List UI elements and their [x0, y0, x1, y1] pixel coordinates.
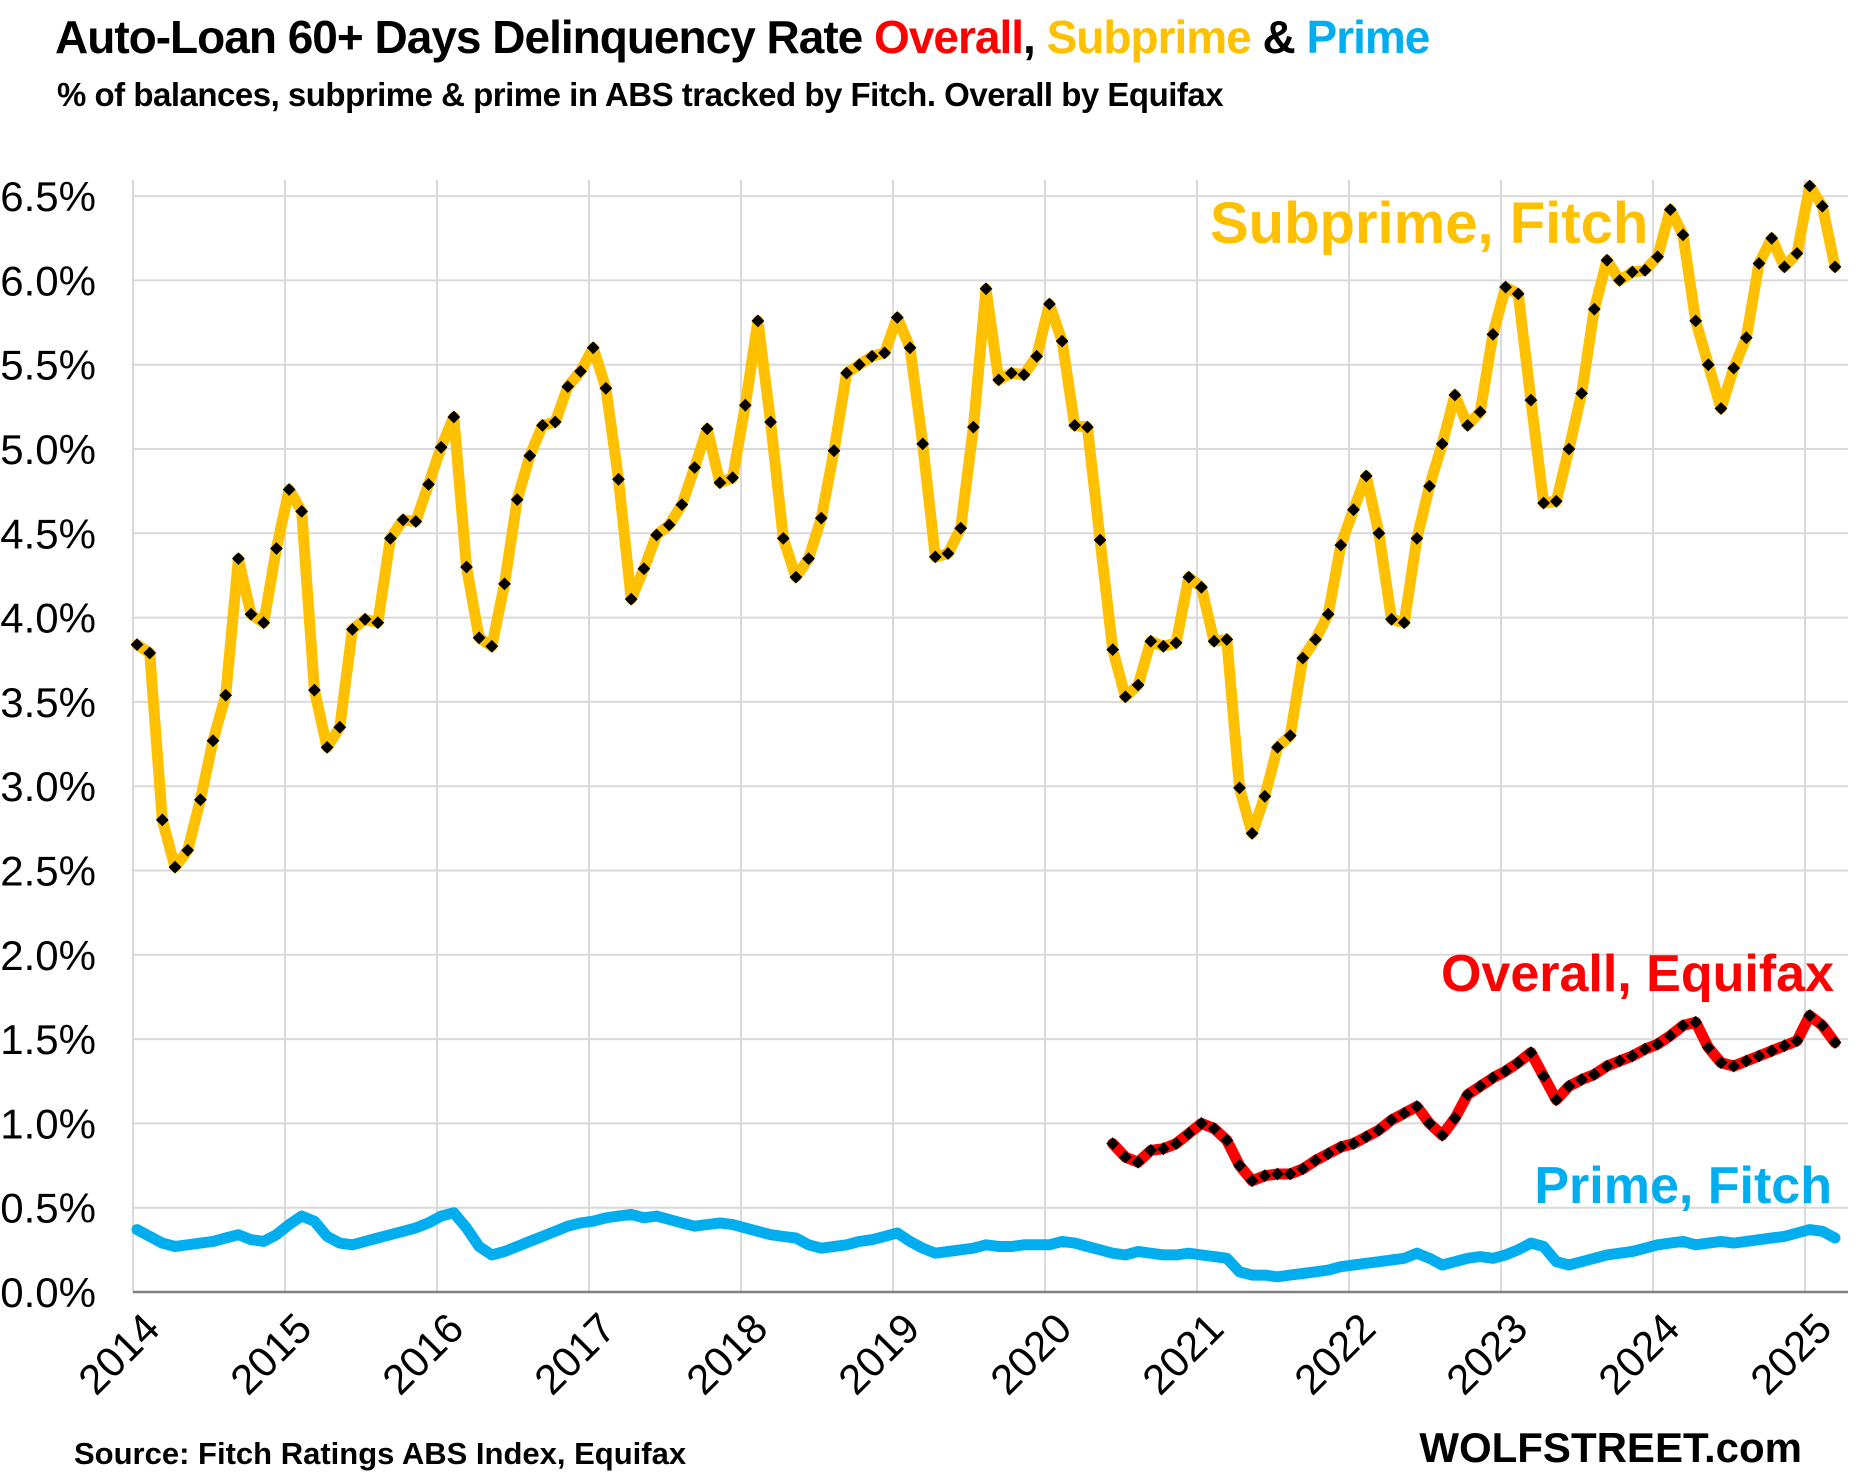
y-axis-tick-label: 5.0% — [0, 426, 96, 473]
y-axis-tick-label: 5.5% — [0, 342, 96, 389]
x-axis-tick-label: 2023 — [1437, 1304, 1536, 1403]
y-axis-tick-label: 6.5% — [0, 173, 96, 220]
x-axis-tick-label: 2020 — [981, 1304, 1080, 1403]
x-axis-tick-label: 2021 — [1133, 1304, 1232, 1403]
page-title: Auto-Loan 60+ Days Delinquency Rate Over… — [55, 10, 1431, 64]
wolfstreet-logo-text: WOLFSTREET.com — [1419, 1424, 1802, 1471]
title-prefix: Auto-Loan 60+ Days Delinquency Rate — [55, 11, 875, 63]
overall-series-label: Overall, Equifax — [1440, 945, 1834, 1003]
title-ampersand: & — [1250, 11, 1307, 63]
y-axis-tick-label: 4.0% — [0, 595, 96, 642]
y-axis-tick-label: 3.5% — [0, 679, 96, 726]
x-axis-tick-label: 2015 — [221, 1304, 320, 1403]
y-axis-tick-label: 1.0% — [0, 1100, 96, 1147]
x-axis-tick-label: 2017 — [525, 1304, 624, 1403]
y-axis-tick-label: 3.0% — [0, 763, 96, 810]
y-axis-tick-label: 4.5% — [0, 510, 96, 557]
y-axis-tick-label: 0.5% — [0, 1185, 96, 1232]
x-axis-tick-label: 2014 — [69, 1304, 168, 1403]
x-axis-tick-label: 2025 — [1741, 1304, 1840, 1403]
title-prime: Prime — [1306, 11, 1431, 63]
x-axis-tick-label: 2022 — [1285, 1304, 1384, 1403]
prime-series-label: Prime, Fitch — [1534, 1157, 1832, 1215]
source-note: Source: Fitch Ratings ABS Index, Equifax — [74, 1436, 687, 1471]
title-overall: Overall — [874, 11, 1024, 63]
y-axis-tick-label: 1.5% — [0, 1016, 96, 1063]
x-axis-tick-label: 2024 — [1589, 1304, 1688, 1403]
title-subprime: Subprime — [1046, 11, 1252, 63]
y-axis-tick-label: 2.0% — [0, 932, 96, 979]
x-axis-tick-label: 2018 — [677, 1304, 776, 1403]
title-separator: , — [1023, 11, 1047, 63]
subprime-series-label: Subprime, Fitch — [1210, 191, 1649, 256]
x-axis-tick-label: 2016 — [373, 1304, 472, 1403]
y-axis-tick-label: 0.0% — [0, 1269, 96, 1316]
x-axis-tick-label: 2019 — [829, 1304, 928, 1403]
y-axis-tick-label: 2.5% — [0, 848, 96, 895]
y-axis-tick-label: 6.0% — [0, 257, 96, 304]
chart-subtitle: % of balances, subprime & prime in ABS t… — [57, 76, 1224, 113]
